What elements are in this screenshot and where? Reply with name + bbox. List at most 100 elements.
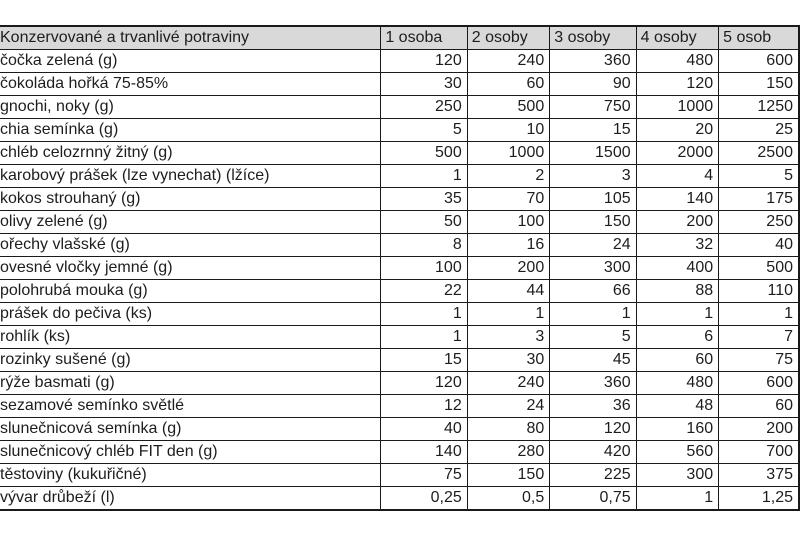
quantity-cell-1-osoba: 100 xyxy=(380,256,468,280)
table-row: ořechy vlašské (g) 8 16 24 32 40 xyxy=(0,233,800,257)
quantity-cell-2-osoby: 240 xyxy=(466,371,551,395)
food-name-cell: prášek do pečiva (ks) xyxy=(0,302,382,326)
food-name-cell: rýže basmati (g) xyxy=(0,371,382,395)
quantity-cell-2-osoby: 240 xyxy=(466,49,551,73)
quantity-cell-1-osoba: 5 xyxy=(380,118,468,142)
quantity-cell-5-osob: 110 xyxy=(718,279,800,303)
table-header: Konzervované a trvanlivé potraviny 1 oso… xyxy=(0,25,800,50)
quantity-cell-2-osoby: 500 xyxy=(466,95,551,119)
column-header-category: Konzervované a trvanlivé potraviny xyxy=(0,25,382,50)
table-row: slunečnicová semínka (g) 40 80 120 160 2… xyxy=(0,417,800,441)
quantity-cell-3-osoby: 36 xyxy=(549,394,637,418)
quantity-cell-4-osoby: 2000 xyxy=(635,141,720,165)
table-body: čočka zelená (g) 120 240 360 480 600 čok… xyxy=(0,49,800,511)
quantity-cell-4-osoby: 200 xyxy=(635,210,720,234)
quantity-cell-5-osob: 40 xyxy=(718,233,800,257)
quantity-cell-5-osob: 250 xyxy=(718,210,800,234)
quantity-cell-1-osoba: 120 xyxy=(380,49,468,73)
quantity-cell-2-osoby: 24 xyxy=(466,394,551,418)
food-name-cell: ořechy vlašské (g) xyxy=(0,233,382,257)
quantity-cell-1-osoba: 8 xyxy=(380,233,468,257)
column-header-2-osoby: 2 osoby xyxy=(466,25,551,50)
quantity-cell-4-osoby: 400 xyxy=(635,256,720,280)
quantity-cell-1-osoba: 35 xyxy=(380,187,468,211)
food-name-cell: rozinky sušené (g) xyxy=(0,348,382,372)
table-row: čokoláda hořká 75-85% 30 60 90 120 150 xyxy=(0,72,800,96)
quantity-cell-3-osoby: 300 xyxy=(549,256,637,280)
quantity-cell-4-osoby: 1000 xyxy=(635,95,720,119)
quantity-cell-2-osoby: 100 xyxy=(466,210,551,234)
food-name-cell: ovesné vločky jemné (g) xyxy=(0,256,382,280)
quantity-cell-2-osoby: 80 xyxy=(466,417,551,441)
quantity-cell-4-osoby: 160 xyxy=(635,417,720,441)
quantity-cell-5-osob: 1250 xyxy=(718,95,800,119)
quantity-cell-5-osob: 75 xyxy=(718,348,800,372)
quantity-cell-3-osoby: 5 xyxy=(549,325,637,349)
table-row: prášek do pečiva (ks) 1 1 1 1 1 xyxy=(0,302,800,326)
quantity-cell-1-osoba: 30 xyxy=(380,72,468,96)
quantity-cell-1-osoba: 40 xyxy=(380,417,468,441)
quantity-cell-2-osoby: 0,5 xyxy=(466,486,551,511)
quantity-cell-3-osoby: 1 xyxy=(549,302,637,326)
quantity-cell-4-osoby: 1 xyxy=(635,302,720,326)
table-row: kokos strouhaný (g) 35 70 105 140 175 xyxy=(0,187,800,211)
spreadsheet-sheet: Konzervované a trvanlivé potraviny 1 oso… xyxy=(0,25,800,511)
table-row: olivy zelené (g) 50 100 150 200 250 xyxy=(0,210,800,234)
quantity-cell-4-osoby: 120 xyxy=(635,72,720,96)
column-header-5-osob: 5 osob xyxy=(718,25,800,50)
quantity-cell-4-osoby: 300 xyxy=(635,463,720,487)
table-row: těstoviny (kukuřičné) 75 150 225 300 375 xyxy=(0,463,800,487)
quantity-cell-3-osoby: 45 xyxy=(549,348,637,372)
quantity-cell-4-osoby: 60 xyxy=(635,348,720,372)
quantity-cell-5-osob: 5 xyxy=(718,164,800,188)
food-name-cell: čokoláda hořká 75-85% xyxy=(0,72,382,96)
quantity-cell-2-osoby: 60 xyxy=(466,72,551,96)
quantity-cell-4-osoby: 480 xyxy=(635,49,720,73)
quantity-cell-5-osob: 700 xyxy=(718,440,800,464)
quantity-cell-1-osoba: 15 xyxy=(380,348,468,372)
quantity-cell-3-osoby: 225 xyxy=(549,463,637,487)
quantity-cell-5-osob: 600 xyxy=(718,371,800,395)
table-row: gnochi, noky (g) 250 500 750 1000 1250 xyxy=(0,95,800,119)
table-row: čočka zelená (g) 120 240 360 480 600 xyxy=(0,49,800,73)
food-name-cell: vývar drůbeží (l) xyxy=(0,486,382,511)
table-row: polohrubá mouka (g) 22 44 66 88 110 xyxy=(0,279,800,303)
table-row: karobový prášek (lze vynechat) (lžíce) 1… xyxy=(0,164,800,188)
food-name-cell: slunečnicový chléb FIT den (g) xyxy=(0,440,382,464)
quantity-cell-3-osoby: 150 xyxy=(549,210,637,234)
quantity-cell-2-osoby: 150 xyxy=(466,463,551,487)
quantity-cell-5-osob: 150 xyxy=(718,72,800,96)
column-header-4-osoby: 4 osoby xyxy=(635,25,720,50)
quantity-cell-3-osoby: 90 xyxy=(549,72,637,96)
quantity-cell-3-osoby: 420 xyxy=(549,440,637,464)
quantity-cell-4-osoby: 1 xyxy=(635,486,720,511)
food-quantity-table: Konzervované a trvanlivé potraviny 1 oso… xyxy=(0,25,800,511)
food-name-cell: kokos strouhaný (g) xyxy=(0,187,382,211)
food-name-cell: sezamové semínko světlé xyxy=(0,394,382,418)
quantity-cell-4-osoby: 6 xyxy=(635,325,720,349)
food-name-cell: rohlík (ks) xyxy=(0,325,382,349)
quantity-cell-5-osob: 500 xyxy=(718,256,800,280)
quantity-cell-2-osoby: 280 xyxy=(466,440,551,464)
quantity-cell-2-osoby: 10 xyxy=(466,118,551,142)
quantity-cell-2-osoby: 70 xyxy=(466,187,551,211)
quantity-cell-4-osoby: 140 xyxy=(635,187,720,211)
quantity-cell-5-osob: 200 xyxy=(718,417,800,441)
quantity-cell-4-osoby: 48 xyxy=(635,394,720,418)
quantity-cell-4-osoby: 32 xyxy=(635,233,720,257)
food-name-cell: čočka zelená (g) xyxy=(0,49,382,73)
quantity-cell-5-osob: 7 xyxy=(718,325,800,349)
quantity-cell-1-osoba: 1 xyxy=(380,164,468,188)
quantity-cell-2-osoby: 3 xyxy=(466,325,551,349)
food-name-cell: slunečnicová semínka (g) xyxy=(0,417,382,441)
quantity-cell-1-osoba: 75 xyxy=(380,463,468,487)
quantity-cell-1-osoba: 0,25 xyxy=(380,486,468,511)
table-row: chléb celozrnný žitný (g) 500 1000 1500 … xyxy=(0,141,800,165)
food-name-cell: olivy zelené (g) xyxy=(0,210,382,234)
quantity-cell-4-osoby: 560 xyxy=(635,440,720,464)
quantity-cell-5-osob: 25 xyxy=(718,118,800,142)
quantity-cell-1-osoba: 250 xyxy=(380,95,468,119)
column-header-3-osoby: 3 osoby xyxy=(549,25,637,50)
quantity-cell-5-osob: 2500 xyxy=(718,141,800,165)
quantity-cell-5-osob: 175 xyxy=(718,187,800,211)
